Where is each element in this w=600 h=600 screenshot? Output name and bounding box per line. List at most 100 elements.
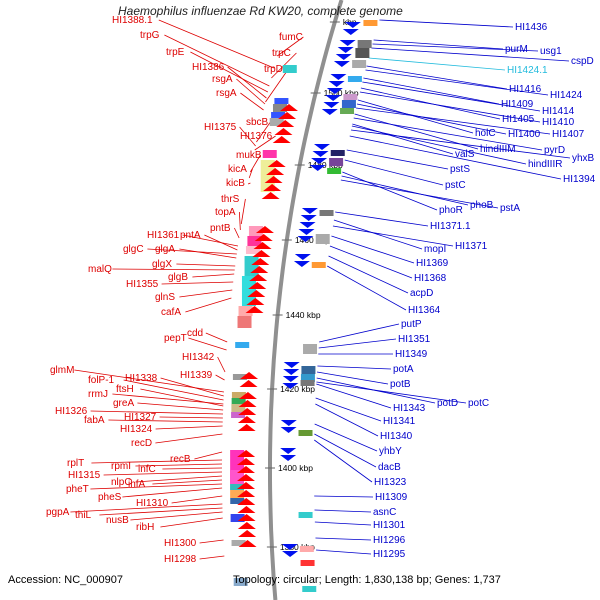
gene-label[interactable]: purM bbox=[505, 44, 528, 55]
gene-label[interactable]: pyrD bbox=[544, 145, 565, 156]
gene-label[interactable]: HI1300 bbox=[164, 538, 197, 549]
gene-label[interactable]: thrS bbox=[221, 194, 240, 205]
gene-label[interactable]: potD bbox=[437, 398, 458, 409]
gene-label[interactable]: HI1343 bbox=[393, 403, 426, 414]
gene-label[interactable]: mopI bbox=[424, 244, 446, 255]
gene-label[interactable]: trpC bbox=[272, 48, 291, 59]
gene-label[interactable]: nlpC bbox=[111, 477, 132, 488]
gene-label[interactable]: HI1409 bbox=[501, 99, 534, 110]
gene-label[interactable]: HI1388.1 bbox=[112, 15, 153, 26]
gene-label[interactable]: malQ bbox=[88, 264, 112, 275]
gene-label[interactable]: HI1323 bbox=[374, 477, 407, 488]
gene-label[interactable]: ftsH bbox=[116, 384, 134, 395]
gene-label[interactable]: HI1295 bbox=[373, 549, 406, 560]
gene-label[interactable]: HI1386 bbox=[192, 62, 225, 73]
gene-label[interactable]: HI1436 bbox=[515, 22, 548, 33]
gene-label[interactable]: HI1414 bbox=[542, 106, 575, 117]
gene-label[interactable]: HI1339 bbox=[180, 370, 213, 381]
gene-label[interactable]: greA bbox=[113, 398, 134, 409]
gene-label[interactable]: HI1355 bbox=[126, 279, 159, 290]
gene-label[interactable]: HI1309 bbox=[375, 492, 408, 503]
gene-label[interactable]: rpmI bbox=[111, 461, 131, 472]
gene-label[interactable]: folP-1 bbox=[88, 375, 115, 386]
gene-label[interactable]: hindIIIM bbox=[480, 144, 516, 155]
gene-label[interactable]: HI1424.1 bbox=[507, 65, 548, 76]
gene-label[interactable]: fumC bbox=[279, 32, 303, 43]
gene-label[interactable]: pntA bbox=[180, 230, 201, 241]
gene-label[interactable]: infC bbox=[138, 464, 156, 475]
gene-label[interactable]: HI1368 bbox=[414, 273, 447, 284]
gene-label[interactable]: recB bbox=[170, 454, 191, 465]
gene-label[interactable]: pepT bbox=[164, 333, 187, 344]
gene-label[interactable]: HI1394 bbox=[563, 174, 596, 185]
gene-label[interactable]: glgC bbox=[123, 244, 144, 255]
gene-label[interactable]: kicB bbox=[226, 178, 245, 189]
gene-label[interactable]: cdd bbox=[187, 328, 203, 339]
gene-label[interactable]: ihfA bbox=[128, 479, 146, 490]
gene-label[interactable]: pstA bbox=[500, 203, 520, 214]
gene-label[interactable]: HI1341 bbox=[383, 416, 416, 427]
gene-label[interactable]: phoR bbox=[439, 205, 463, 216]
gene-label[interactable]: HI1296 bbox=[373, 535, 406, 546]
gene-label[interactable]: pheS bbox=[98, 492, 122, 503]
gene-label[interactable]: HI1310 bbox=[136, 498, 169, 509]
gene-label[interactable]: thiL bbox=[75, 510, 92, 521]
gene-label[interactable]: trpG bbox=[140, 30, 160, 41]
gene-label[interactable]: pgpA bbox=[46, 507, 70, 518]
gene-label[interactable]: HI1298 bbox=[164, 554, 197, 565]
gene-label[interactable]: dacB bbox=[378, 462, 401, 473]
gene-label[interactable]: potA bbox=[393, 364, 414, 375]
gene-label[interactable]: glmM bbox=[50, 365, 74, 376]
gene-label[interactable]: pstC bbox=[445, 180, 466, 191]
gene-label[interactable]: HI1315 bbox=[68, 470, 101, 481]
gene-label[interactable]: HI1351 bbox=[398, 334, 431, 345]
gene-label[interactable]: putP bbox=[401, 319, 422, 330]
gene-label[interactable]: yhxB bbox=[572, 153, 595, 164]
gene-label[interactable]: valS bbox=[455, 149, 475, 160]
gene-label[interactable]: HI1301 bbox=[373, 520, 406, 531]
gene-label[interactable]: HI1371 bbox=[455, 241, 488, 252]
gene-label[interactable]: HI1326 bbox=[55, 406, 88, 417]
gene-label[interactable]: rsgA bbox=[212, 74, 233, 85]
gene-label[interactable]: kicA bbox=[228, 164, 247, 175]
gene-label[interactable]: HI1327 bbox=[124, 412, 157, 423]
gene-label[interactable]: HI1376 bbox=[240, 131, 273, 142]
gene-label[interactable]: HI1410 bbox=[542, 117, 575, 128]
gene-label[interactable]: HI1405 bbox=[502, 114, 535, 125]
gene-label[interactable]: glgX bbox=[152, 259, 172, 270]
gene-label[interactable]: HI1375 bbox=[204, 122, 237, 133]
gene-label[interactable]: HI1416 bbox=[509, 84, 542, 95]
gene-label[interactable]: HI1340 bbox=[380, 431, 413, 442]
gene-label[interactable]: HI1338 bbox=[125, 373, 158, 384]
gene-label[interactable]: HI1400 bbox=[508, 129, 541, 140]
gene-label[interactable]: HI1342 bbox=[182, 352, 215, 363]
gene-label[interactable]: pheT bbox=[66, 484, 89, 495]
gene-label[interactable]: HI1407 bbox=[552, 129, 585, 140]
gene-label[interactable]: HI1424 bbox=[550, 90, 583, 101]
gene-label[interactable]: pstS bbox=[450, 164, 470, 175]
gene-label[interactable]: HI1364 bbox=[408, 305, 441, 316]
gene-label[interactable]: sbcB bbox=[246, 117, 269, 128]
gene-label[interactable]: rrmJ bbox=[88, 389, 108, 400]
gene-label[interactable]: asnC bbox=[373, 507, 396, 518]
gene-label[interactable]: yhbY bbox=[379, 446, 402, 457]
gene-label[interactable]: trpE bbox=[166, 47, 185, 58]
gene-label[interactable]: rsgA bbox=[216, 88, 237, 99]
gene-label[interactable]: ribH bbox=[136, 522, 154, 533]
gene-label[interactable]: potC bbox=[468, 398, 489, 409]
gene-label[interactable]: HI1324 bbox=[120, 424, 153, 435]
gene-label[interactable]: nusB bbox=[106, 515, 129, 526]
gene-label[interactable]: glgB bbox=[168, 272, 188, 283]
gene-label[interactable]: HI1349 bbox=[395, 349, 428, 360]
gene-label[interactable]: cafA bbox=[161, 307, 181, 318]
gene-label[interactable]: topA bbox=[215, 207, 236, 218]
gene-label[interactable]: HI1371.1 bbox=[430, 221, 471, 232]
gene-label[interactable]: usg1 bbox=[540, 46, 562, 57]
gene-label[interactable]: phoB bbox=[470, 200, 494, 211]
gene-label[interactable]: mukB bbox=[236, 150, 262, 161]
gene-label[interactable]: HI1361 bbox=[147, 230, 180, 241]
gene-label[interactable]: cspD bbox=[571, 56, 594, 67]
gene-label[interactable]: rplT bbox=[67, 458, 84, 469]
gene-label[interactable]: hindIIIR bbox=[528, 159, 562, 170]
gene-label[interactable]: recD bbox=[131, 438, 152, 449]
